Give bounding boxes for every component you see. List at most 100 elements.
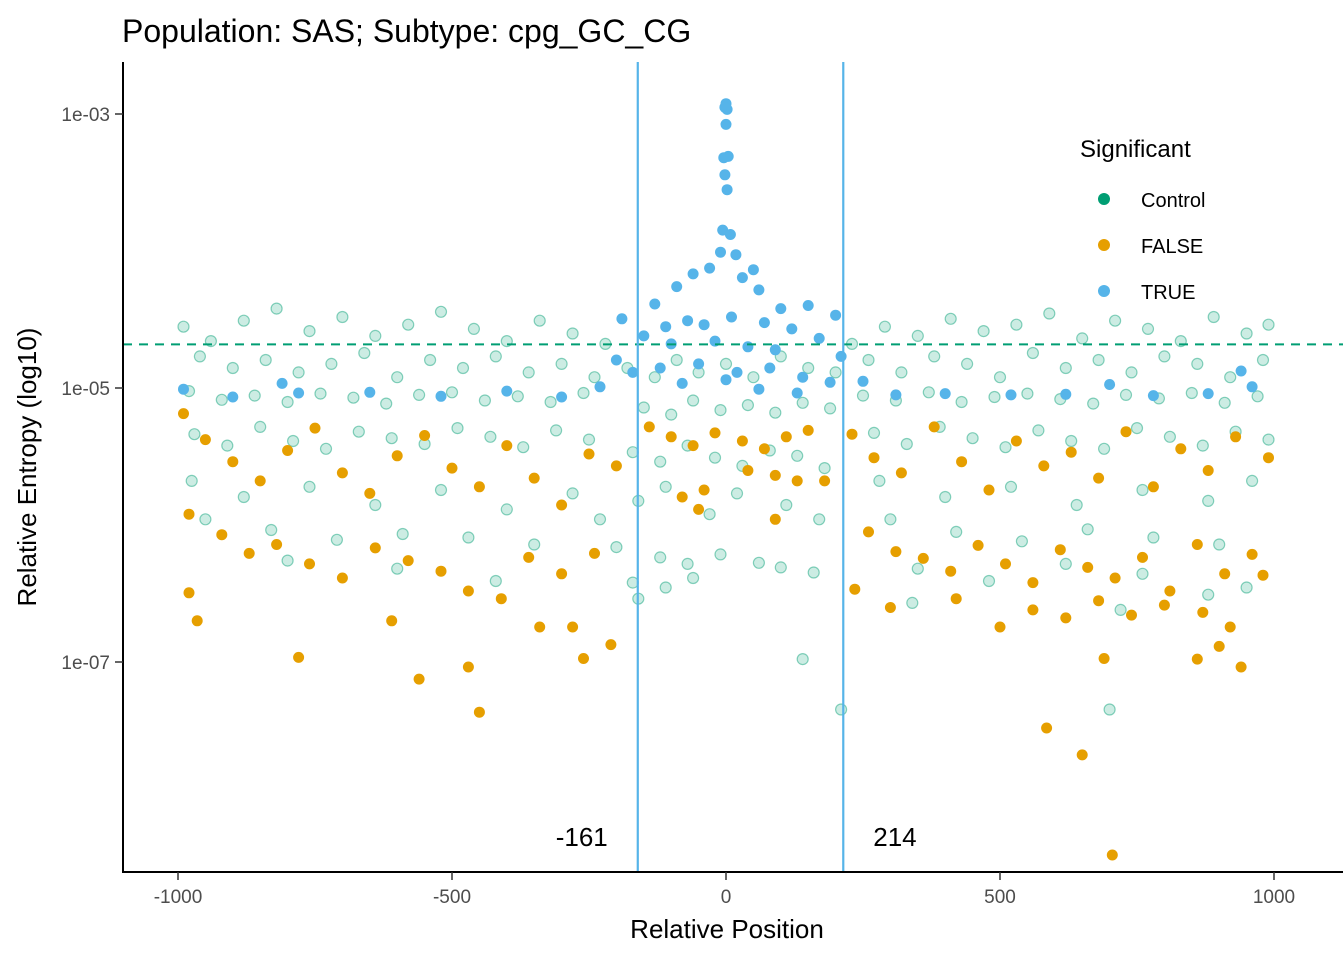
point-true (178, 383, 189, 395)
point-true (1147, 390, 1159, 402)
point-control (944, 312, 957, 325)
point-control (1191, 357, 1204, 370)
point-control (1196, 439, 1209, 452)
point-control (582, 433, 596, 446)
point-control (385, 432, 398, 445)
point-control (358, 346, 371, 360)
point-control (1108, 314, 1122, 327)
legend-key-control (1098, 193, 1110, 205)
point-false (199, 434, 211, 446)
legend-label-false: FALSE (1141, 236, 1203, 258)
point-control (177, 320, 190, 333)
point-false (473, 706, 485, 718)
point-control (248, 389, 261, 402)
point-control (752, 556, 766, 569)
points-layer (177, 98, 1275, 861)
point-control (1059, 361, 1072, 375)
point-false (994, 621, 1006, 633)
point-false (1027, 604, 1039, 616)
point-false (369, 542, 381, 554)
point-true (1235, 365, 1247, 377)
point-control (303, 480, 316, 493)
point-control (1125, 366, 1138, 379)
point-true (769, 344, 781, 356)
point-true (501, 385, 513, 397)
point-control (522, 366, 535, 379)
point-false (676, 491, 688, 503)
point-control (966, 432, 979, 445)
point-false (846, 428, 858, 440)
point-control (1240, 581, 1253, 594)
point-control (462, 531, 475, 544)
point-true (824, 376, 836, 388)
point-control (188, 428, 201, 441)
x-tick-label: -500 (433, 887, 471, 908)
point-control (982, 574, 996, 588)
point-control (221, 439, 234, 452)
point-control (796, 396, 809, 409)
point-false (282, 445, 294, 456)
point-false (863, 526, 874, 538)
point-false (780, 431, 792, 443)
point-false (501, 440, 513, 452)
point-false (693, 503, 705, 515)
point-false (698, 484, 710, 496)
boundary-label: -161 (556, 822, 608, 852)
point-true (722, 150, 734, 162)
point-false (1213, 640, 1225, 652)
point-control (670, 353, 683, 367)
point-false (687, 440, 699, 452)
point-false (742, 465, 754, 476)
x-axis-title: Relative Position (630, 914, 824, 944)
point-control (1076, 332, 1089, 345)
point-control (774, 561, 787, 574)
point-control (185, 474, 198, 487)
point-control (484, 430, 497, 443)
point-control (960, 357, 974, 370)
point-false (769, 513, 781, 525)
point-control (928, 350, 941, 363)
point-control (265, 523, 278, 537)
point-true (227, 391, 239, 403)
point-control (287, 434, 300, 448)
point-false (309, 422, 321, 434)
point-control (1021, 387, 1034, 400)
point-false (528, 472, 540, 484)
point-true (721, 103, 733, 115)
point-false (1191, 653, 1203, 665)
point-control (1032, 424, 1045, 437)
point-false (945, 565, 957, 577)
point-false (386, 615, 398, 627)
point-control (867, 426, 881, 439)
point-true (698, 319, 710, 331)
point-false (665, 431, 677, 443)
point-false (271, 539, 283, 550)
point-control (517, 441, 530, 454)
point-true (742, 341, 754, 353)
point-true (616, 313, 628, 325)
point-false (336, 467, 348, 479)
point-false (462, 661, 474, 673)
point-control (818, 462, 831, 475)
point-control (1026, 346, 1040, 360)
point-true (747, 264, 759, 276)
point-control (347, 391, 360, 404)
point-true (1104, 379, 1116, 390)
point-true (764, 362, 776, 374)
point-control (352, 425, 365, 438)
point-false (1263, 452, 1274, 464)
point-true (753, 284, 765, 296)
point-false (402, 555, 414, 567)
point-false (304, 558, 315, 570)
point-true (786, 323, 798, 335)
point-control (1130, 422, 1144, 435)
point-true (753, 383, 765, 395)
point-false (1054, 544, 1066, 556)
point-control (714, 404, 727, 417)
point-true (676, 377, 688, 389)
point-control (648, 371, 661, 384)
point-control (369, 329, 382, 342)
legend-label-true: TRUE (1141, 282, 1195, 304)
point-control (1218, 396, 1231, 409)
point-control (1240, 327, 1253, 340)
